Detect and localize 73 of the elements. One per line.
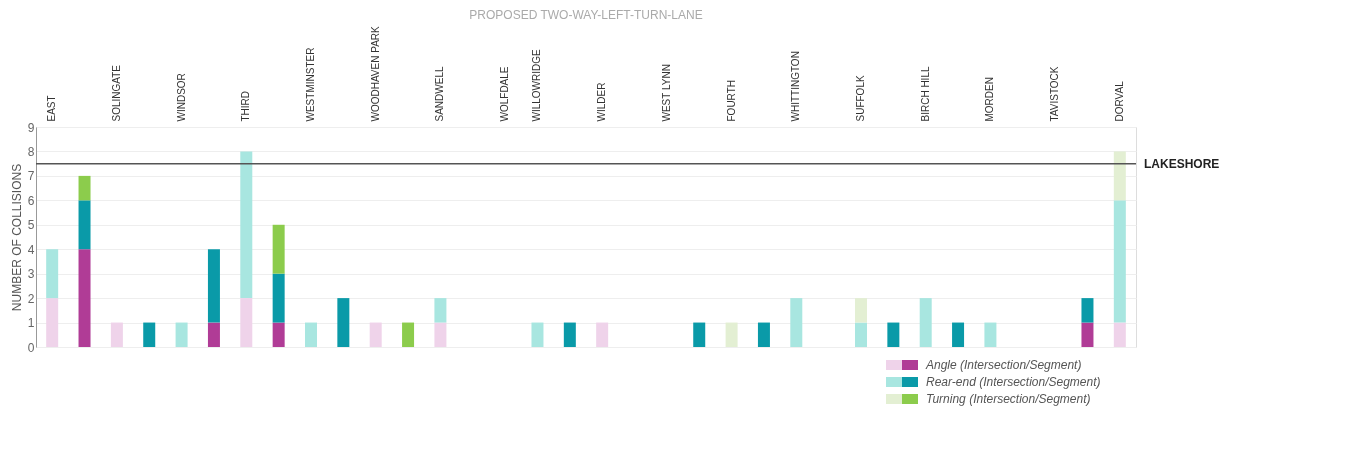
- bar: [1113, 200, 1126, 323]
- bar: [1113, 322, 1126, 347]
- bar: [207, 322, 220, 347]
- y-tick-label: 2: [27, 291, 35, 306]
- bar: [855, 298, 867, 323]
- y-tick-label: 9: [27, 120, 35, 135]
- bar: [272, 322, 285, 347]
- bar: [337, 298, 350, 347]
- bar: [369, 322, 382, 347]
- bar: [305, 322, 317, 347]
- bar: [272, 224, 285, 274]
- bar: [175, 322, 188, 347]
- bar: [596, 322, 609, 347]
- x-tick-label: BIRCH HILL: [919, 66, 931, 122]
- y-tick-label: 5: [27, 218, 35, 233]
- bar: [434, 322, 447, 347]
- bar: [952, 322, 965, 347]
- y-tick-label: 3: [27, 267, 35, 282]
- x-tick-label: WHITTINGTON: [790, 51, 802, 122]
- x-tick-label: THIRD: [240, 90, 252, 122]
- x-tick-label: WESTMINSTER: [305, 47, 316, 122]
- x-tick-label: EAST: [46, 95, 58, 122]
- y-tick-label: 6: [27, 193, 35, 208]
- bar: [207, 249, 220, 323]
- bar: [563, 322, 576, 347]
- y-tick-label: 4: [27, 242, 35, 257]
- x-tick-label: WEST LYNN: [660, 64, 672, 122]
- bar: [240, 298, 253, 347]
- ref-line-label: LAKESHORE: [1144, 156, 1220, 171]
- y-tick-label: 1: [27, 316, 35, 331]
- x-tick-label: TAVISTOCK: [1049, 66, 1061, 122]
- legend-label: Angle (Intersection/Segment): [925, 358, 1082, 372]
- x-tick-label: WILDER: [596, 82, 608, 122]
- bar: [78, 200, 91, 250]
- x-tick-label: DORVAL: [1113, 80, 1125, 122]
- x-tick-label: WINDSOR: [175, 73, 187, 122]
- bar: [984, 322, 997, 347]
- x-tick-label: WOLFDALE: [499, 66, 511, 122]
- bar: [434, 298, 447, 323]
- x-tick-label: SUFFOLK: [855, 75, 866, 122]
- bar: [1113, 151, 1126, 201]
- chart-title: PROPOSED TWO-WAY-LEFT-TURN-LANE: [469, 7, 703, 22]
- bar: [531, 322, 544, 347]
- bar: [887, 322, 900, 347]
- x-tick-label: WOODHAVEN PARK: [369, 25, 381, 122]
- bar: [919, 298, 932, 347]
- y-tick-label: 8: [27, 144, 35, 159]
- bar: [402, 322, 415, 347]
- bar: [1081, 298, 1094, 323]
- bar: [78, 249, 91, 347]
- legend-label: Turning (Intersection/Segment): [926, 392, 1091, 406]
- bar: [46, 298, 59, 347]
- x-tick-label: FOURTH: [725, 80, 737, 122]
- bar: [78, 175, 91, 201]
- x-tick-label: SANDWELL: [434, 66, 446, 122]
- bar: [1081, 322, 1094, 347]
- bar: [693, 322, 706, 347]
- bar: [855, 322, 867, 347]
- x-tick-label: SOLINGATE: [110, 64, 122, 122]
- legend-label: Rear-end (Intersection/Segment): [926, 375, 1101, 389]
- bar: [110, 322, 123, 347]
- bar: [46, 249, 59, 299]
- bar: [725, 322, 738, 347]
- bar: [240, 151, 253, 299]
- x-tick-label: WILLOWRIDGE: [531, 48, 543, 122]
- y-tick-label: 0: [27, 340, 35, 355]
- y-tick-label: 7: [27, 169, 35, 184]
- x-tick-label: MORDEN: [984, 77, 996, 122]
- bar: [757, 322, 770, 347]
- y-axis-title: NUMBER OF COLLISIONS: [9, 163, 24, 312]
- bar: [272, 273, 285, 323]
- bar: [790, 298, 803, 347]
- bar: [143, 322, 156, 347]
